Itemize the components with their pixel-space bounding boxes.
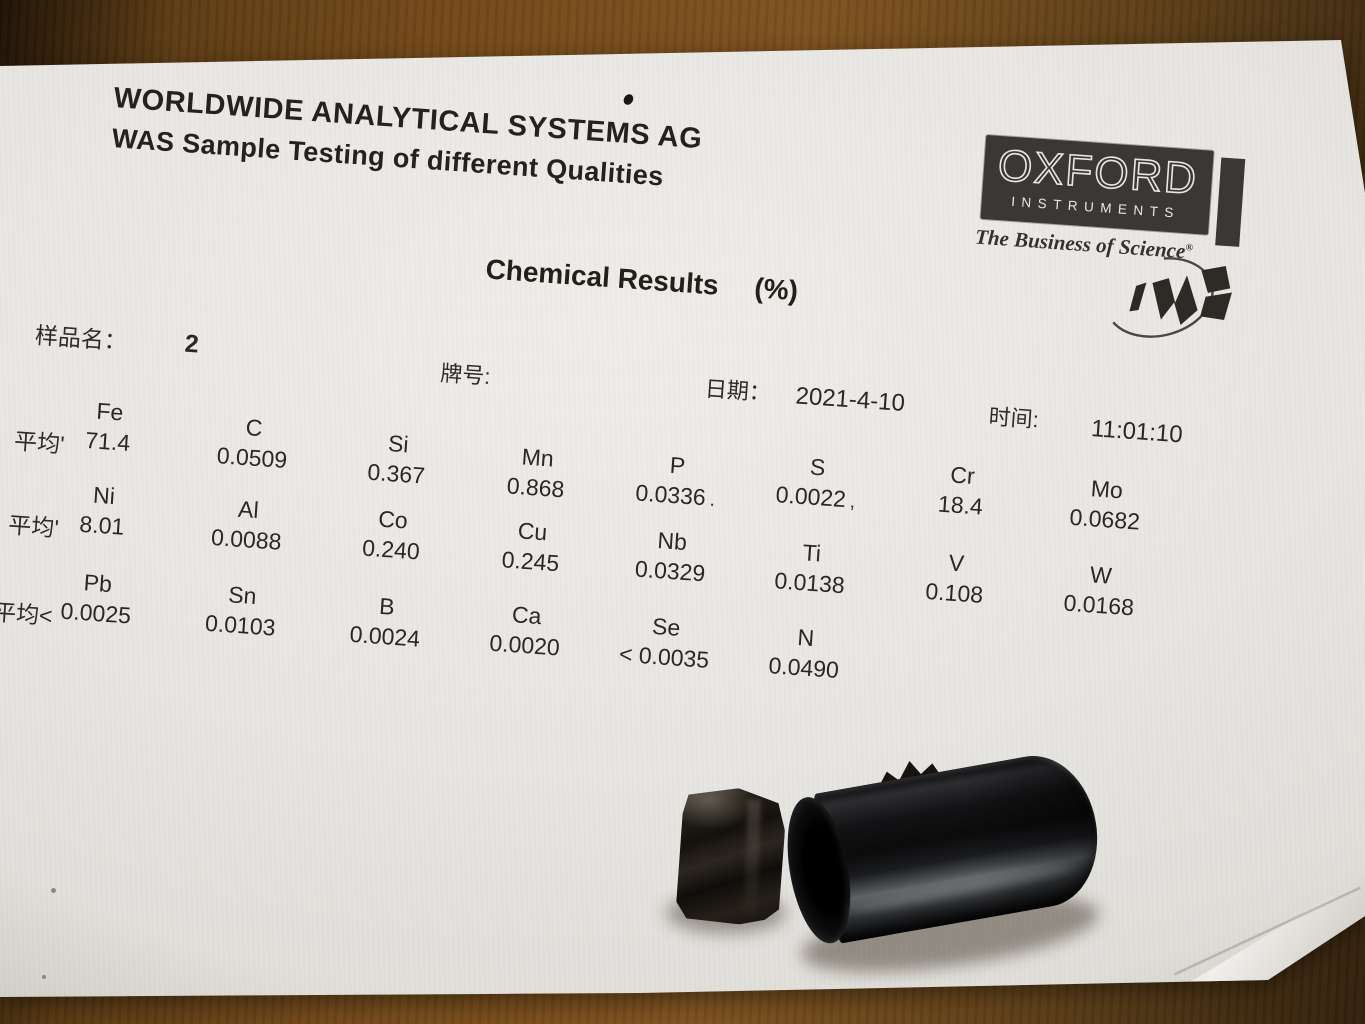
paper-speck (51, 888, 56, 893)
element-cell-S: S 0.0022, (750, 450, 884, 516)
row-average-prefix: 平均< (0, 598, 54, 630)
element-cell-Sn: Sn 0.0103 (175, 578, 309, 644)
element-cell-W: W 0.0168 (1033, 558, 1167, 624)
element-value: < 0.0035 (618, 640, 711, 673)
element-value: 0.240 (361, 534, 421, 565)
element-value: 0.0020 (488, 629, 561, 661)
element-cell-Co: Co 0.240 (325, 502, 459, 568)
element-value: 0.0103 (204, 609, 277, 641)
element-value: 0.0138 (773, 567, 846, 599)
element-value: 0.0088 (210, 523, 283, 555)
element-value: 0.0509 (216, 442, 289, 474)
element-cell-Pb: Pb 0.0025 平均< (0, 566, 164, 632)
was-stamp-icon (1105, 257, 1232, 338)
element-cell-N: N 0.0490 (738, 620, 872, 686)
element-cell-Ca: Ca 0.0020 (459, 598, 593, 664)
row-average-prefix: 平均' (13, 427, 66, 458)
element-cell-Ti: Ti 0.0138 (744, 535, 878, 601)
element-cell-Mo: Mo 0.0682 (1039, 472, 1173, 538)
stray-mark: , (849, 490, 857, 513)
stray-mark: . (708, 488, 716, 511)
element-cell-Ni: Ni 8.01 平均' (7, 478, 170, 544)
element-cell-Se: Se < 0.0035 (598, 609, 732, 675)
element-value: 0.367 (366, 458, 426, 489)
element-value: 0.0329 (634, 555, 707, 587)
element-cell-Fe: Fe 71.4 平均' (13, 394, 176, 460)
element-value: 0.0022, (774, 481, 857, 513)
element-value: 0.0490 (767, 652, 840, 683)
element-value: 0.0336. (634, 479, 716, 511)
metal-sheen (744, 799, 761, 914)
element-cell-V: V 0.108 (888, 545, 1022, 611)
printed-content: WORLDWIDE ANALYTICAL SYSTEMS AG WAS Samp… (0, 48, 1362, 997)
element-value: 0.245 (500, 546, 561, 577)
element-cell-B: B 0.0024 (319, 589, 453, 655)
element-value: 18.4 (937, 490, 984, 520)
element-value: 0.0682 (1068, 503, 1141, 535)
element-value: 0.0024 (348, 620, 421, 652)
element-cell-Cr: Cr 18.4 (895, 458, 1029, 524)
oxford-logo: OXFORD INSTRUMENTS (980, 135, 1214, 235)
element-cell-C: C 0.0509 (186, 410, 320, 476)
element-value: 0.868 (506, 472, 566, 503)
element-value: 0.108 (924, 577, 984, 608)
paper-speck (42, 975, 46, 979)
element-value: 0.0168 (1062, 589, 1135, 621)
element-cell-Mn: Mn 0.868 (470, 440, 604, 506)
oxford-wordmark-icon: OXFORD (996, 140, 1201, 204)
element-cell-Cu: Cu 0.245 (465, 514, 599, 580)
row-average-prefix: 平均' (7, 511, 60, 542)
element-cell-P: P 0.0336. (610, 448, 744, 514)
element-cell-Si: Si 0.367 (330, 426, 464, 492)
element-cell-Nb: Nb 0.0329 (604, 524, 738, 590)
metal-sample-small (676, 786, 787, 926)
element-cell-Al: Al 0.0088 (181, 492, 315, 558)
